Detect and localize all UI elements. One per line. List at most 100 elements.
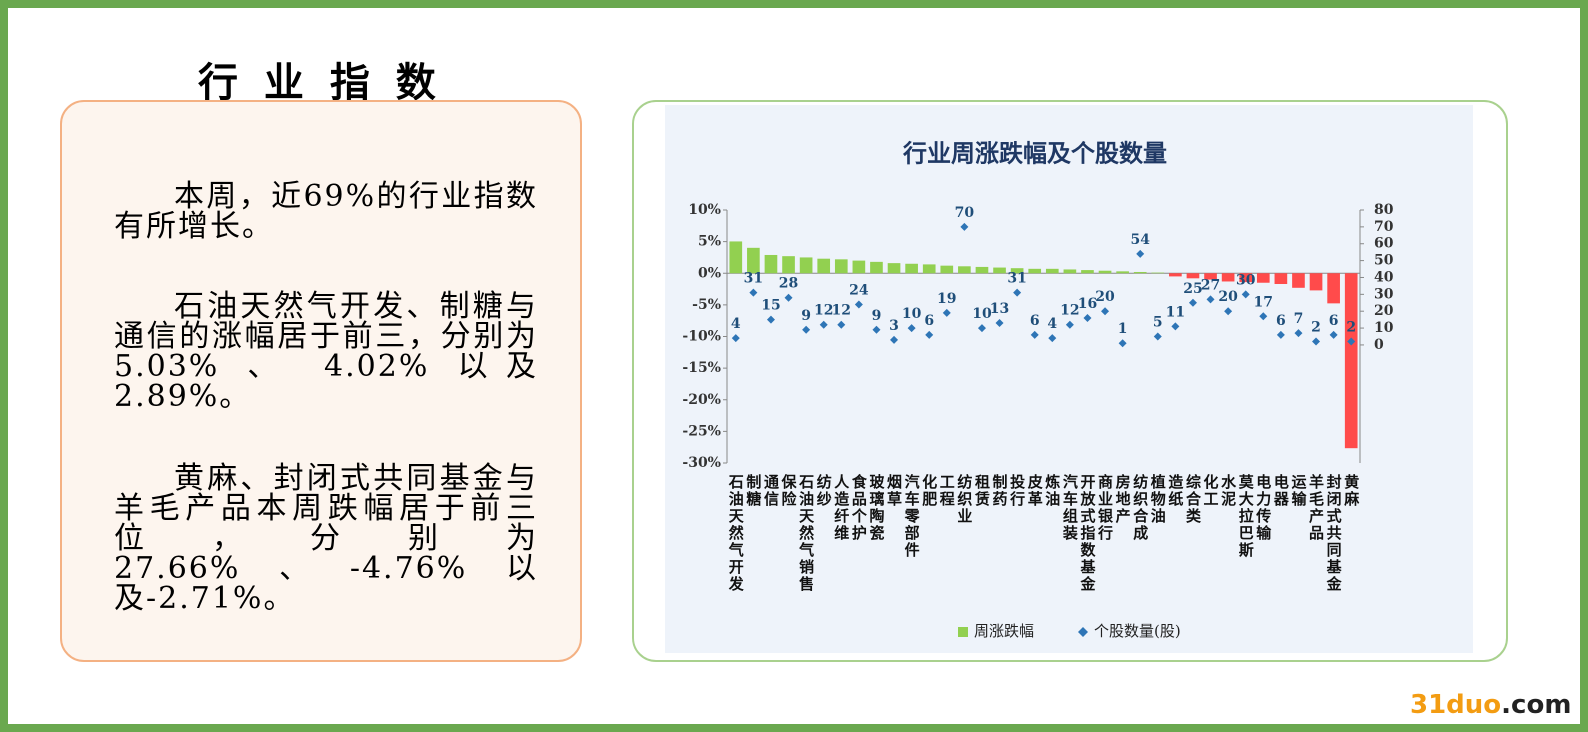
x-tick-label: 制药 (991, 473, 1009, 508)
x-tick-label: 纺织合成 (1131, 473, 1149, 542)
bar (834, 259, 848, 274)
y2-tick-label: 30 (1374, 286, 1394, 302)
chart-area (665, 105, 1473, 653)
bar (817, 258, 831, 274)
data-label: 7 (1294, 311, 1304, 327)
data-label: 31 (744, 271, 763, 287)
watermark-b: .com (1501, 690, 1572, 720)
data-label: 54 (1130, 232, 1150, 248)
point (731, 334, 740, 343)
legend-label: 个股数量(股) (1094, 622, 1181, 640)
data-label: 20 (1218, 289, 1238, 305)
data-label: 12 (814, 303, 833, 319)
point (995, 319, 1004, 328)
legend-label: 周涨跌幅 (974, 622, 1034, 640)
bar (799, 257, 813, 274)
y2-tick-label: 50 (1374, 253, 1394, 269)
x-tick-label: 商业银行 (1096, 473, 1114, 542)
y2-tick-label: 20 (1374, 303, 1394, 319)
point (1241, 290, 1250, 299)
y-tick-label: 5% (698, 234, 721, 250)
bar (729, 241, 743, 274)
data-label: 17 (1254, 294, 1273, 310)
y2-tick-label: 0 (1374, 337, 1384, 353)
bar (993, 267, 1006, 274)
x-tick-label: 通信 (762, 474, 780, 508)
point (1048, 334, 1057, 343)
data-label: 28 (779, 276, 798, 292)
data-label: 6 (1030, 313, 1040, 329)
watermark: 31duo.com (1410, 690, 1571, 720)
bar (905, 263, 918, 274)
bar (1186, 273, 1200, 279)
x-tick-label: 造纸 (1166, 473, 1184, 508)
point (1118, 339, 1127, 348)
x-tick-label: 植物油 (1149, 473, 1167, 525)
data-label: 16 (1078, 296, 1097, 312)
legend-marker (1078, 627, 1088, 637)
bar (1221, 273, 1235, 282)
point (1294, 329, 1303, 338)
x-tick-label: 制糖 (744, 473, 762, 508)
data-label: 10 (902, 306, 922, 322)
bar (1010, 268, 1024, 274)
y-tick-label: -5% (692, 297, 721, 313)
x-tick-label: 化工 (1202, 473, 1220, 508)
data-label: 4 (731, 316, 741, 332)
point (1206, 295, 1215, 304)
point (1188, 298, 1197, 307)
point (942, 308, 951, 317)
x-tick-label: 人造纤维 (832, 474, 850, 542)
point (802, 325, 811, 334)
x-tick-label: 工程 (938, 474, 956, 508)
data-label: 12 (832, 303, 851, 319)
x-tick-label: 汽车组装 (1061, 473, 1079, 542)
point (784, 293, 793, 302)
x-tick-label: 玻璃陶瓷 (867, 473, 885, 542)
point (977, 324, 986, 333)
point (1153, 332, 1162, 341)
point (907, 324, 916, 333)
y2-tick-label: 40 (1374, 269, 1394, 285)
bar (1133, 271, 1147, 274)
bar (958, 266, 971, 274)
x-tick-label: 皮革 (1026, 473, 1044, 508)
y2-tick-label: 70 (1374, 219, 1394, 235)
y-tick-label: -15% (682, 360, 721, 376)
x-tick-label: 房地产 (1114, 473, 1132, 525)
y-tick-label: -20% (682, 392, 721, 408)
data-label: 27 (1201, 277, 1220, 293)
data-label: 5 (1153, 315, 1163, 331)
data-label: 9 (801, 308, 811, 324)
point (854, 300, 863, 309)
x-tick-label: 租赁 (973, 473, 991, 508)
text-panel: 本周，近69%的行业指数有所增长。 石油天然气开发、制糖与通信的涨幅居于前三，分… (60, 100, 582, 662)
paragraph: 黄麻、封闭式共同基金与羊毛产品本周跌幅居于前三位，分别为27.66%、-4.76… (114, 461, 538, 616)
y2-tick-label: 60 (1374, 236, 1394, 252)
x-tick-label: 纺纱 (815, 473, 833, 508)
data-label: 12 (1060, 303, 1079, 319)
point (1224, 307, 1233, 316)
bar (1204, 273, 1217, 280)
data-label: 15 (761, 298, 780, 314)
x-tick-label: 黄麻 (1342, 473, 1360, 508)
x-tick-label: 烟草 (885, 474, 903, 508)
chart-title: 行业周涨跌幅及个股数量 (902, 139, 1167, 168)
point (1276, 330, 1285, 339)
y2-tick-label: 80 (1374, 202, 1394, 218)
data-label: 19 (937, 291, 956, 307)
data-label: 2 (1346, 320, 1356, 336)
bar (1256, 273, 1270, 283)
point (1013, 288, 1022, 297)
point (1065, 320, 1074, 329)
x-tick-label: 投行 (1008, 473, 1026, 508)
y-tick-label: 10% (688, 202, 721, 218)
bar (852, 260, 866, 274)
data-label: 9 (872, 308, 882, 324)
x-tick-label: 开放式指数基金 (1078, 474, 1096, 593)
y2-tick-label: 10 (1374, 320, 1394, 336)
bar (1045, 268, 1059, 274)
x-tick-label: 纺织业 (955, 473, 973, 525)
x-tick-label: 水泥 (1219, 473, 1237, 508)
